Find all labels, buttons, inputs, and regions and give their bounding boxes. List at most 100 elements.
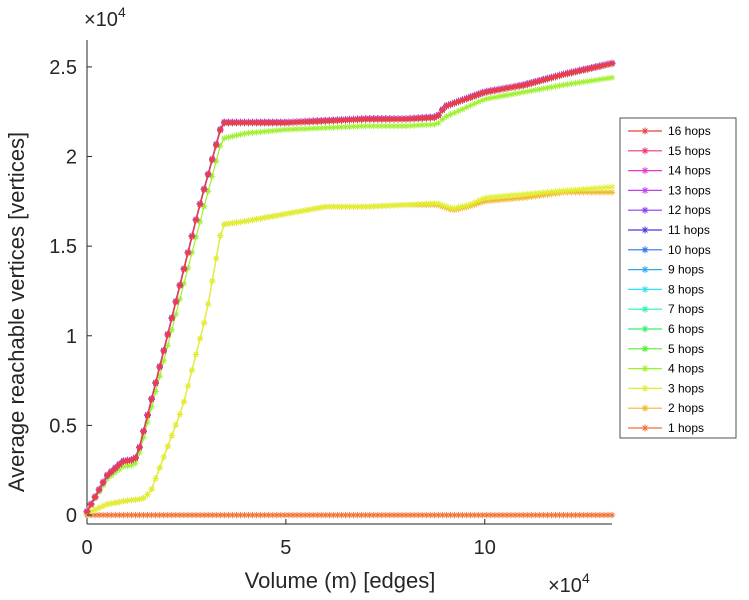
data-point <box>237 119 244 127</box>
data-point <box>148 485 155 493</box>
data-point <box>99 502 107 510</box>
data-point <box>108 500 115 507</box>
data-point <box>192 233 200 241</box>
data-point <box>132 455 139 462</box>
data-point <box>196 201 204 208</box>
data-point <box>584 78 591 85</box>
data-point <box>556 72 563 80</box>
data-point <box>168 511 176 519</box>
data-point <box>289 119 297 126</box>
data-point <box>261 511 268 519</box>
data-point <box>495 511 503 519</box>
data-point <box>366 203 373 210</box>
data-point <box>435 112 442 120</box>
data-point <box>168 432 176 439</box>
data-point <box>398 511 406 519</box>
data-point <box>394 202 402 209</box>
data-point <box>281 210 289 218</box>
data-point <box>132 511 139 519</box>
data-point <box>528 87 535 94</box>
legend-item: 10 hops <box>628 243 711 257</box>
data-point <box>350 203 357 210</box>
data-point <box>378 202 386 210</box>
data-point <box>528 80 535 87</box>
data-point <box>390 511 398 519</box>
data-point <box>580 78 587 86</box>
data-point <box>160 347 167 355</box>
data-point <box>451 204 458 212</box>
data-point <box>467 511 474 519</box>
legend-label: 15 hops <box>668 144 711 158</box>
data-point <box>128 511 135 519</box>
data-point <box>455 98 462 106</box>
legend-marker-icon <box>641 206 649 214</box>
data-point <box>277 119 285 127</box>
data-point <box>418 121 426 129</box>
data-point <box>483 511 491 519</box>
data-point <box>592 185 600 192</box>
data-point <box>112 465 119 472</box>
data-point <box>156 364 163 371</box>
data-point <box>318 204 325 211</box>
data-point <box>572 186 579 193</box>
legend-item: 12 hops <box>628 203 711 217</box>
data-point <box>515 83 523 90</box>
data-point <box>358 511 365 519</box>
data-point <box>596 63 604 70</box>
data-point <box>576 511 583 519</box>
data-point <box>451 109 458 116</box>
data-point <box>200 186 208 193</box>
legend-marker-icon <box>641 285 649 293</box>
data-point <box>455 511 462 519</box>
data-point <box>293 511 301 519</box>
data-point <box>358 203 365 210</box>
data-point <box>277 511 285 519</box>
data-point <box>431 200 438 207</box>
legend-item: 11 hops <box>628 223 710 237</box>
data-point <box>229 511 236 519</box>
data-point <box>180 266 188 273</box>
data-point <box>140 494 147 502</box>
data-point <box>390 202 398 209</box>
data-point <box>491 94 499 101</box>
legend-label: 16 hops <box>668 124 711 138</box>
data-point <box>592 64 600 71</box>
data-point <box>390 116 398 123</box>
data-point <box>237 218 244 226</box>
data-point <box>362 122 369 130</box>
data-point <box>519 82 527 89</box>
data-point <box>196 218 204 225</box>
data-point <box>261 119 268 127</box>
data-point <box>576 186 583 193</box>
data-point <box>600 189 608 196</box>
data-point <box>370 122 377 130</box>
data-point <box>483 197 491 205</box>
y-tick-label: 1 <box>66 326 77 348</box>
data-point <box>136 496 143 503</box>
data-point <box>128 462 135 469</box>
data-point <box>338 117 345 124</box>
legend-item: 2 hops <box>628 401 704 415</box>
data-point <box>217 511 224 519</box>
data-point <box>519 89 527 96</box>
series-1-hops <box>83 511 616 519</box>
data-point <box>398 201 406 209</box>
data-point <box>467 94 474 101</box>
data-point <box>406 511 414 519</box>
data-point <box>564 70 571 78</box>
data-point <box>483 95 491 102</box>
data-point <box>257 215 264 222</box>
data-point <box>318 118 325 125</box>
legend-label: 7 hops <box>668 302 704 316</box>
legend-marker-icon <box>641 167 649 175</box>
data-point <box>568 511 575 519</box>
data-point <box>431 114 438 122</box>
legend-label: 2 hops <box>668 401 704 415</box>
data-point <box>188 233 196 240</box>
data-point <box>536 78 543 85</box>
legend-marker-icon <box>641 424 649 432</box>
legend-marker-icon <box>641 226 649 234</box>
data-point <box>604 75 612 82</box>
data-point <box>160 357 167 365</box>
data-point <box>491 87 499 94</box>
